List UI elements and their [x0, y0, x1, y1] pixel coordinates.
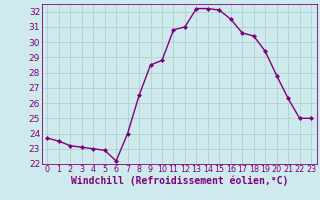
X-axis label: Windchill (Refroidissement éolien,°C): Windchill (Refroidissement éolien,°C) [70, 176, 288, 186]
